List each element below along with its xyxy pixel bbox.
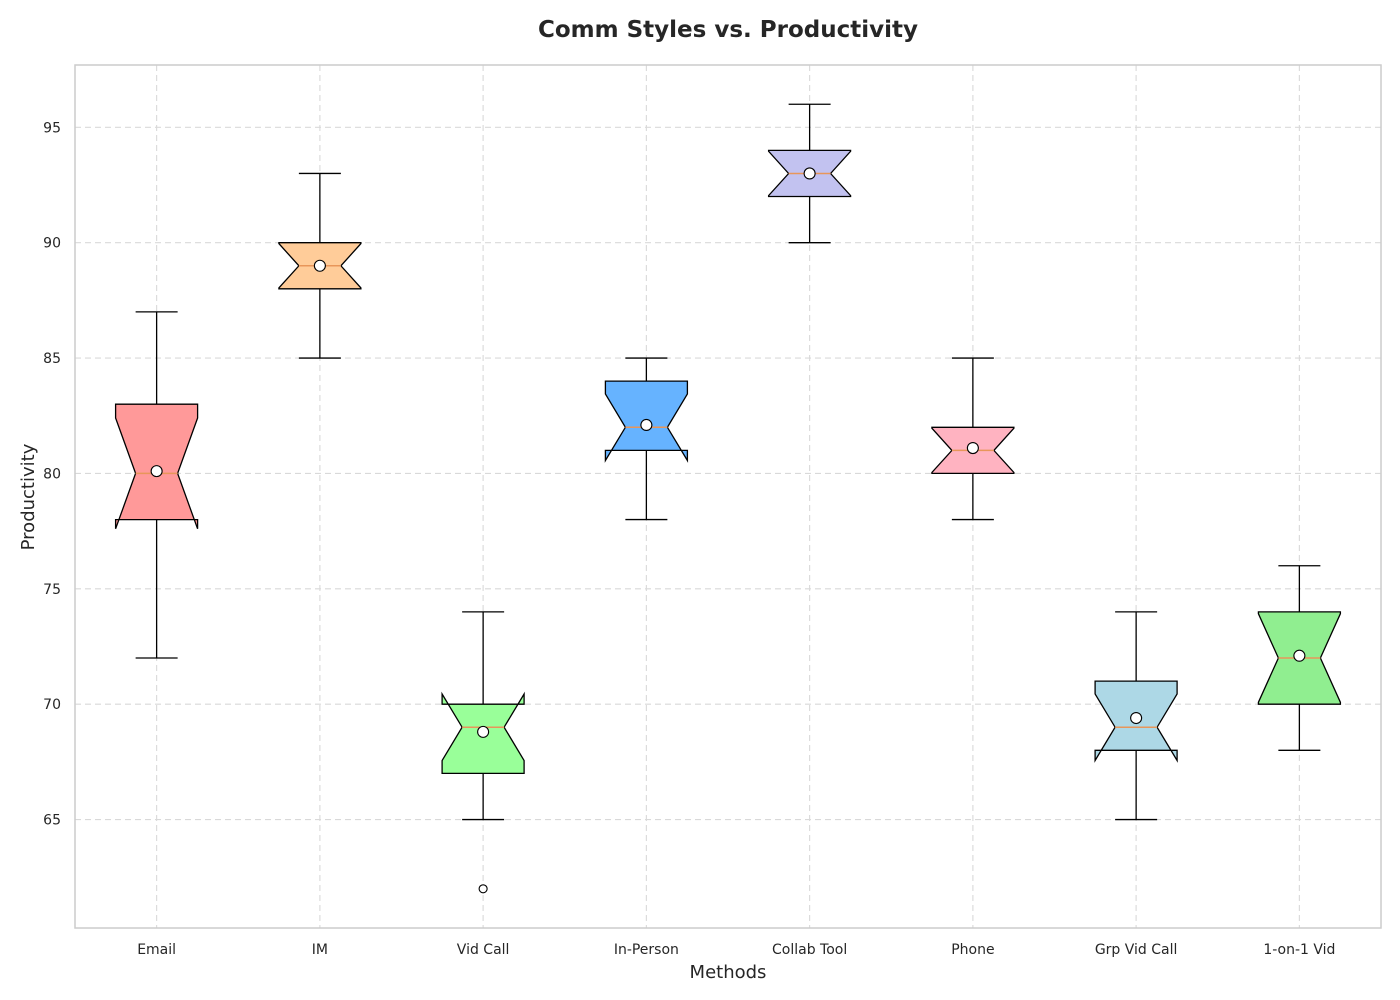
y-tick-label: 70 (43, 697, 61, 713)
box-1-on-1-vid (1257, 565, 1342, 751)
plot-frame (74, 64, 1382, 929)
x-tick-label: IM (312, 942, 328, 958)
y-tick-label: 90 (43, 236, 61, 252)
x-tick-label: Email (137, 942, 176, 958)
tick-labels: 65 70 75 80 85 90 95 Email IM Vid Call In-Person Co… (43, 120, 1335, 958)
x-tick-label: Phone (951, 942, 994, 958)
y-tick-label: 85 (43, 351, 61, 367)
box-vid-call (441, 611, 525, 894)
x-tick-label: Vid Call (457, 942, 510, 958)
mean-marker (1293, 649, 1306, 662)
y-tick-label: 80 (43, 466, 61, 482)
mean-marker (150, 465, 163, 478)
x-tick-label: Grp Vid Call (1095, 942, 1178, 958)
outlier-point (478, 884, 488, 894)
boxes (114, 103, 1342, 894)
box-in-person (604, 357, 689, 521)
grid-lines (75, 65, 1381, 928)
x-tick-label: Collab Tool (772, 942, 847, 958)
box-grp-vid-call (1094, 611, 1178, 821)
box-collab-tool (767, 103, 852, 244)
chart-title: Comm Styles vs. Productivity (538, 17, 918, 43)
mean-marker (313, 259, 326, 272)
y-tick-label: 65 (43, 813, 61, 829)
box-im (278, 172, 362, 359)
mean-marker (640, 418, 653, 432)
mean-marker (1130, 711, 1143, 725)
x-tick-label: In-Person (614, 942, 679, 958)
x-axis-label: Methods (690, 962, 767, 983)
mean-marker (477, 725, 490, 738)
y-tick-label: 75 (43, 582, 61, 598)
box-email (114, 311, 199, 659)
y-tick-label: 95 (43, 120, 61, 136)
mean-marker (966, 441, 979, 455)
mean-marker (803, 167, 816, 180)
x-tick-label: 1-on-1 Vid (1263, 942, 1335, 958)
y-axis-label: Productivity (18, 443, 39, 550)
box-phone (931, 357, 1015, 521)
